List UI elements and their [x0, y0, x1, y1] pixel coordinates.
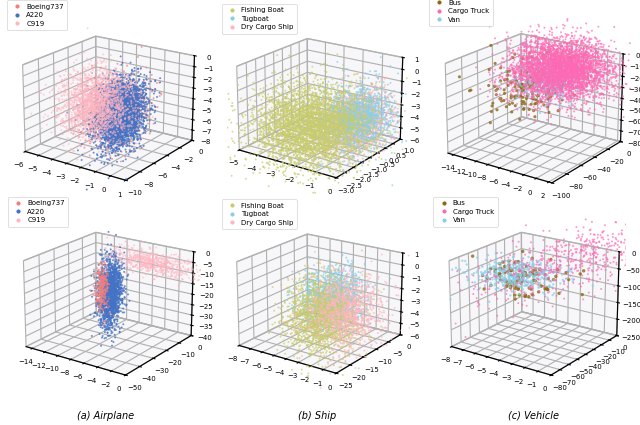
- Text: (b) Ship: (b) Ship: [298, 411, 336, 421]
- Text: (a) Airplane: (a) Airplane: [77, 411, 134, 421]
- Legend: Fishing Boat, Tugboat, Dry Cargo Ship: Fishing Boat, Tugboat, Dry Cargo Ship: [221, 199, 297, 229]
- Legend: Fishing Boat, Tugboat, Dry Cargo Ship: Fishing Boat, Tugboat, Dry Cargo Ship: [221, 4, 297, 34]
- Text: (c) Vehicle: (c) Vehicle: [508, 411, 559, 421]
- Legend: Bus, Cargo Truck, Van: Bus, Cargo Truck, Van: [433, 197, 497, 227]
- Legend: Boeing737, A220, C919: Boeing737, A220, C919: [8, 197, 68, 227]
- Legend: Bus, Cargo Truck, Van: Bus, Cargo Truck, Van: [429, 0, 493, 26]
- Legend: Boeing737, A220, C919: Boeing737, A220, C919: [7, 0, 67, 30]
